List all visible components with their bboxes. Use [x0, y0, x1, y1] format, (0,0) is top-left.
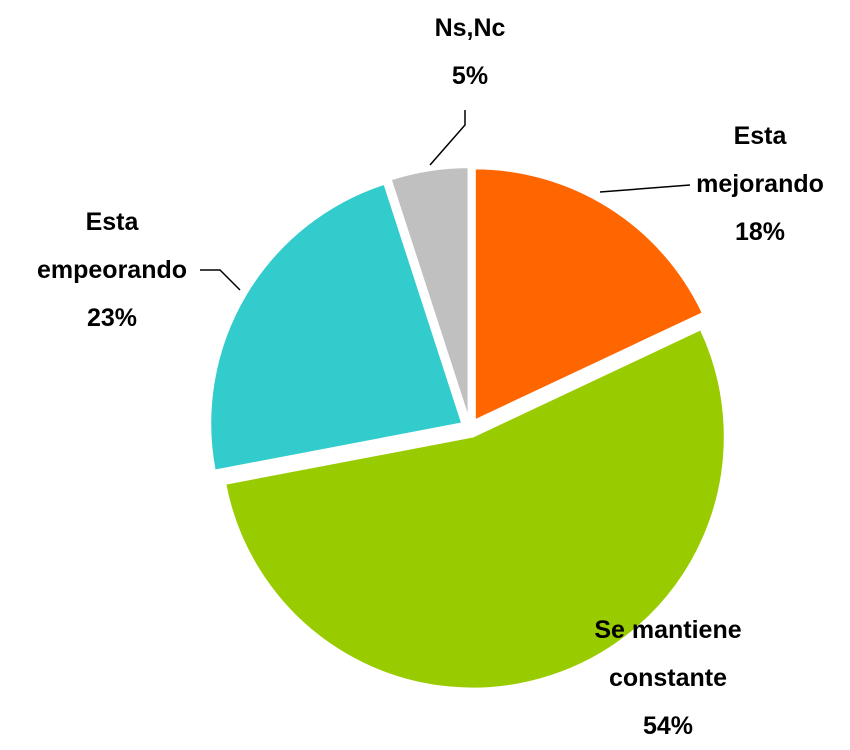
- value-label: 18%: [734, 218, 786, 246]
- leader-line: [429, 110, 466, 166]
- data-label: Esta mejorando 18%: [680, 112, 840, 256]
- value-label: 5%: [451, 62, 489, 90]
- pie-slice: [473, 167, 705, 422]
- data-label: Se mantiene constante 54%: [568, 606, 768, 750]
- data-label: Ns,Nc 5%: [410, 4, 530, 100]
- category-label: Esta empeorando: [36, 208, 188, 284]
- category-label: Ns,Nc: [434, 14, 506, 42]
- value-label: 54%: [642, 712, 694, 740]
- category-label: Esta mejorando: [696, 122, 824, 198]
- pie-slice: [224, 327, 726, 690]
- value-label: 23%: [86, 304, 138, 332]
- data-label: Esta empeorando 23%: [27, 198, 197, 342]
- leader-line: [200, 269, 241, 291]
- pie-slice: [389, 166, 470, 420]
- leader-line: [599, 184, 691, 193]
- pie-slice: [209, 182, 464, 472]
- category-label: Se mantiene constante: [594, 616, 742, 692]
